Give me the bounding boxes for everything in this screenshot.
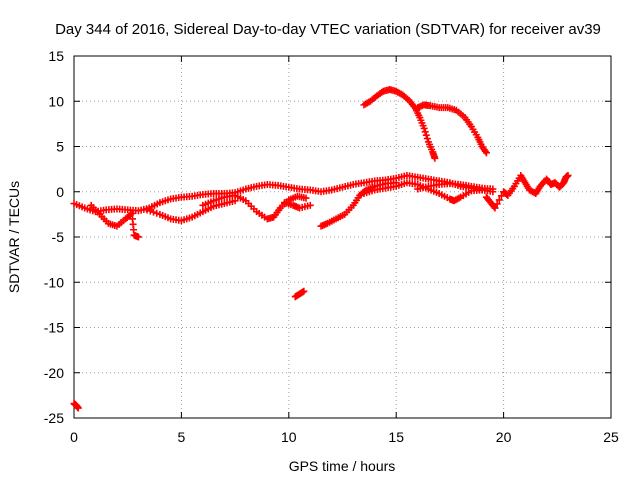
series-trace-c [143, 197, 239, 225]
data-point [420, 124, 428, 132]
series-trace-l [291, 287, 308, 301]
series-trace-j [360, 85, 439, 162]
y-tick-label: -15 [44, 320, 64, 336]
data-point [491, 204, 499, 212]
series-trace-g [360, 179, 486, 205]
x-axis-label: GPS time / hours [289, 458, 396, 474]
data-point [74, 404, 82, 412]
data-point [497, 192, 505, 200]
data-series [70, 85, 572, 412]
y-tick-labels: 15 10 5 0 -5 -10 -15 -20 -25 [44, 48, 64, 426]
data-point [302, 194, 310, 202]
y-tick-label: -25 [44, 410, 64, 426]
y-tick-label: 15 [48, 48, 64, 64]
x-tick-label: 20 [496, 429, 512, 445]
x-tick-label: 10 [281, 429, 297, 445]
x-tick-label: 25 [603, 429, 619, 445]
data-point [493, 200, 501, 208]
y-axis-label: SDTVAR / TECUs [6, 181, 22, 293]
data-point [143, 206, 151, 214]
plot-frame [73, 55, 612, 419]
y-tick-label: -20 [44, 365, 64, 381]
series-trace-b [87, 201, 142, 241]
data-point [149, 208, 157, 216]
y-tick-label: 0 [56, 184, 64, 200]
data-point [422, 131, 430, 139]
data-point [564, 171, 572, 179]
data-point [153, 209, 161, 217]
y-tick-label: 5 [56, 139, 64, 155]
series-trace-e [281, 199, 314, 212]
data-point [489, 185, 497, 193]
chart-title: Day 344 of 2016, Sidereal Day-to-day VTE… [55, 21, 601, 38]
data-point [300, 287, 308, 295]
data-point [421, 128, 429, 136]
data-point [146, 207, 154, 215]
grid-lines [74, 56, 611, 418]
data-point [423, 135, 431, 143]
x-tick-labels: 0 5 10 15 20 25 [70, 429, 619, 445]
data-point [134, 233, 142, 241]
y-tick-label: 10 [48, 93, 64, 109]
x-tick-label: 5 [178, 429, 186, 445]
series-trace-h [414, 180, 497, 193]
data-point [482, 149, 490, 157]
data-point [495, 196, 503, 204]
y-tick-label: -10 [44, 274, 64, 290]
data-point [306, 201, 314, 209]
y-tick-label: -5 [52, 229, 65, 245]
series-trace-k [414, 101, 490, 157]
data-point [431, 154, 439, 162]
x-tick-label: 15 [388, 429, 404, 445]
series-trace-m [70, 400, 82, 412]
x-tick-label: 0 [70, 429, 78, 445]
series-trace-i [482, 171, 572, 212]
